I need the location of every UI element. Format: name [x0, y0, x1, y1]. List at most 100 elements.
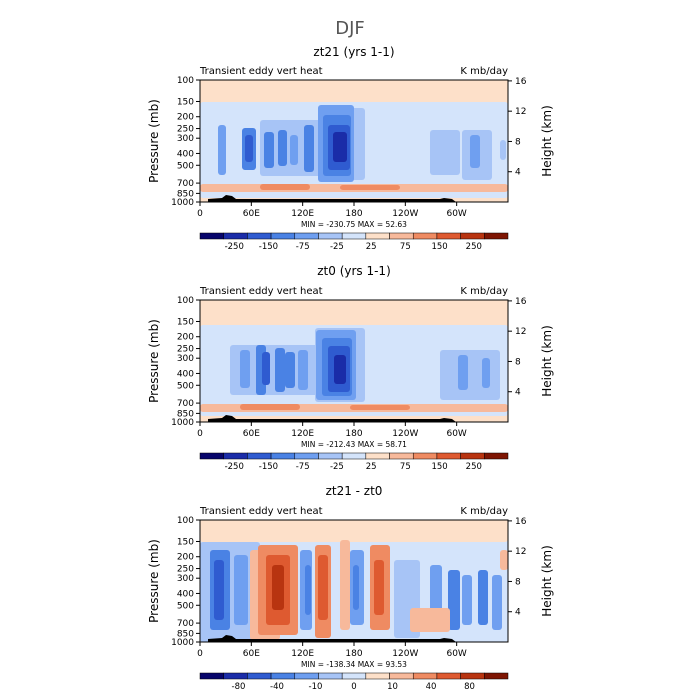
- contour-region: [234, 555, 248, 625]
- longitude-axis: 0 60E 120E 180 120W 60W: [197, 642, 467, 659]
- colorbar-swatch: [294, 452, 319, 460]
- height-tick-label: 4: [515, 388, 521, 398]
- colorbar-label: -75: [296, 462, 310, 472]
- y-tick-label: 150: [177, 537, 194, 547]
- colorbar-swatch: [460, 452, 485, 460]
- colorbar-swatch: [412, 452, 438, 460]
- colorbar-label: 250: [466, 462, 482, 472]
- contour-region: [260, 184, 310, 190]
- x-tick-label: 180: [345, 649, 362, 659]
- contour-region: [275, 348, 285, 392]
- colorbar-label: -25: [330, 242, 344, 252]
- colorbar-label: 10: [387, 682, 398, 692]
- colorbar-swatch: [484, 232, 509, 240]
- colorbar-swatch: [223, 232, 248, 240]
- contour-region: [278, 130, 287, 166]
- panel-zt21: zt21 (yrs 1-1) Transient eddy vert heat …: [147, 45, 554, 252]
- height-axis: 4 8 12 16: [508, 517, 527, 618]
- x-tick-label: 60E: [243, 429, 260, 439]
- colorbar-label: 150: [431, 462, 447, 472]
- x-tick-label: 120E: [291, 209, 314, 219]
- y-tick-label: 400: [177, 369, 194, 379]
- x-tick-label: 60W: [446, 429, 466, 439]
- min-max-label: MIN = -212.43 MAX = 58.71: [301, 440, 407, 449]
- colorbar-swatch: [199, 232, 224, 240]
- y-tick-label: 400: [177, 149, 194, 159]
- colorbar-swatch: [412, 232, 438, 240]
- colorbar-label: 0: [351, 682, 356, 692]
- x-tick-label: 0: [197, 209, 203, 219]
- height-tick-label: 12: [515, 327, 526, 337]
- panel-zt0: zt0 (yrs 1-1) Transient eddy vert heat K…: [147, 264, 554, 472]
- y-tick-label: 100: [177, 516, 194, 526]
- contour-region: [340, 185, 400, 190]
- colorbar-swatch: [460, 232, 485, 240]
- topography: [208, 415, 456, 422]
- colorbar-swatch: [247, 672, 272, 680]
- y-tick-label: 850: [177, 189, 194, 199]
- figure-title: DJF: [335, 18, 365, 39]
- colorbar-swatch: [389, 672, 414, 680]
- min-max-label: MIN = -138.34 MAX = 93.53: [301, 660, 407, 669]
- x-tick-label: 120W: [392, 209, 418, 219]
- colorbar-label: -250: [225, 242, 244, 252]
- colorbar-swatch: [270, 232, 296, 240]
- y-axis-label-right: Height (km): [540, 325, 554, 396]
- plot-area: [199, 519, 509, 643]
- colorbar-swatch: [223, 672, 248, 680]
- colorbar-label: 150: [431, 242, 447, 252]
- x-tick-label: 60W: [446, 209, 466, 219]
- colorbar-label: 25: [366, 462, 377, 472]
- y-tick-label: 250: [177, 125, 194, 135]
- colorbar-swatch: [294, 232, 319, 240]
- x-tick-label: 120W: [392, 649, 418, 659]
- height-tick-label: 8: [515, 577, 521, 587]
- colorbar-swatch: [389, 232, 414, 240]
- height-tick-label: 4: [515, 608, 521, 618]
- colorbar-label: -25: [330, 462, 344, 472]
- contour-region: [470, 135, 480, 168]
- colorbar-swatch: [484, 672, 509, 680]
- left-string: Transient eddy vert heat: [199, 286, 323, 297]
- height-tick-label: 4: [515, 168, 521, 178]
- contour-region: [500, 550, 508, 570]
- right-string: K mb/day: [460, 506, 508, 517]
- colorbar-swatch: [270, 672, 296, 680]
- colorbar-label: 80: [464, 682, 475, 692]
- contour-region: [410, 608, 450, 632]
- plot-area: [199, 299, 509, 423]
- x-tick-label: 0: [197, 649, 203, 659]
- contour-region: [305, 565, 311, 615]
- y-tick-label: 300: [177, 134, 194, 144]
- y-tick-label: 700: [177, 619, 194, 629]
- y-axis-label-right: Height (km): [540, 545, 554, 616]
- colorbar-swatch: [318, 232, 343, 240]
- colorbar: -250 -150 -75 -25 25 75 150 250: [199, 232, 509, 252]
- colorbar-swatch: [412, 672, 438, 680]
- x-tick-label: 60E: [243, 649, 260, 659]
- contour-region: [240, 350, 250, 388]
- x-tick-label: 60W: [446, 649, 466, 659]
- contour-region: [333, 132, 347, 162]
- contour-region: [462, 575, 472, 625]
- y-tick-label: 400: [177, 589, 194, 599]
- colorbar-swatch: [436, 672, 461, 680]
- contour-region: [272, 565, 284, 610]
- y-tick-label: 150: [177, 97, 194, 107]
- left-string: Transient eddy vert heat: [199, 66, 323, 77]
- y-tick-label: 200: [177, 113, 194, 123]
- height-axis: 4 8 12 16: [508, 297, 527, 398]
- contour-region: [240, 404, 300, 410]
- colorbar-swatch: [365, 452, 390, 460]
- contour-region: [214, 560, 224, 620]
- contour-region: [262, 352, 270, 385]
- panel-difference: zt21 - zt0 Transient eddy vert heat K mb…: [147, 484, 554, 692]
- contour-region: [298, 350, 308, 390]
- y-tick-label: 200: [177, 333, 194, 343]
- left-string: Transient eddy vert heat: [199, 506, 323, 517]
- y-tick-label: 1000: [171, 418, 194, 428]
- right-string: K mb/day: [460, 286, 508, 297]
- y-tick-label: 500: [177, 601, 194, 611]
- x-tick-label: 0: [197, 429, 203, 439]
- x-tick-label: 180: [345, 209, 362, 219]
